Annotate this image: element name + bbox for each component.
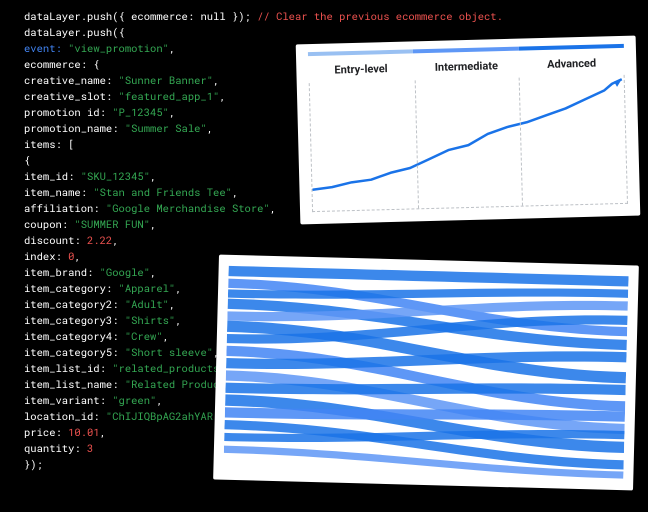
sankey-card (213, 255, 639, 491)
chart-segment-label: Intermediate (413, 55, 519, 81)
chart-segment-label: Advanced (519, 52, 625, 78)
line-chart-svg (310, 75, 627, 211)
chart-segment-label: Entry-level (308, 57, 414, 83)
chart-body (309, 75, 628, 212)
line-chart-card: Entry-levelIntermediateAdvanced (296, 36, 641, 225)
sankey-svg (223, 265, 628, 480)
